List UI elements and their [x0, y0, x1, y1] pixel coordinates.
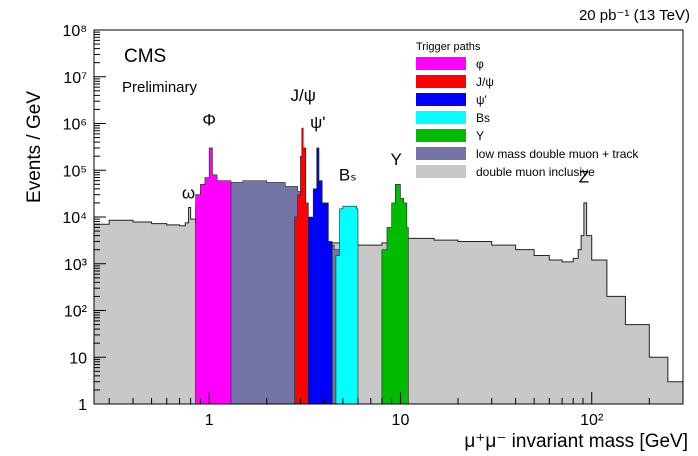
- y-tick-label: 1: [78, 397, 87, 414]
- status-label: Preliminary: [122, 79, 198, 96]
- legend-swatch: [416, 75, 466, 88]
- peak-annotations: ω Φ J/ψ ψ' Bₛ Υ Z: [182, 86, 589, 202]
- peak-label: Φ: [202, 111, 216, 130]
- y-tick-label: 10²: [64, 304, 88, 321]
- y-tick-label: 10⁵: [63, 163, 87, 180]
- axis-ticks: 1 10 10² 10³ 10⁴ 10⁵ 10⁶ 10⁷ 10⁸ 1 10 10²: [62, 23, 684, 429]
- y-tick-label: 10⁶: [63, 117, 87, 134]
- legend-label: φ: [476, 57, 484, 71]
- legend-swatch: [416, 165, 466, 178]
- x-tick-label: 10: [392, 412, 410, 429]
- peak-label: ψ': [310, 113, 325, 132]
- legend-swatch: [416, 111, 466, 124]
- y-axis-label: Events / GeV: [24, 91, 45, 203]
- legend-label: J/ψ: [476, 75, 494, 89]
- peak-label: J/ψ: [290, 86, 315, 105]
- y-tick-label: 10⁷: [63, 70, 87, 87]
- series-bs: [335, 205, 359, 405]
- x-axis-label: μ⁺μ⁻ invariant mass [GeV]: [464, 431, 688, 452]
- legend-swatch: [416, 147, 466, 160]
- peak-label: Bₛ: [339, 166, 357, 185]
- experiment-label: CMS: [124, 46, 166, 67]
- legend-swatch: [416, 93, 466, 106]
- legend-label: low mass double muon + track: [476, 147, 639, 161]
- y-tick-label: 10⁸: [62, 23, 87, 40]
- y-tick-label: 10⁴: [62, 210, 87, 227]
- legend-label: Bs: [476, 111, 490, 125]
- legend-label: Υ: [476, 129, 484, 143]
- series-phi: [195, 147, 232, 405]
- legend-swatch: [416, 129, 466, 142]
- legend-label: double muon inclusive: [476, 165, 595, 179]
- lumi-label: 20 pb⁻¹ (13 TeV): [579, 7, 690, 24]
- peak-label: Z: [579, 167, 589, 186]
- legend-label: ψ': [476, 93, 487, 107]
- series-jpsi: [294, 127, 309, 405]
- peak-label: ω: [182, 183, 195, 202]
- y-tick-label: 10³: [64, 257, 88, 274]
- series-psi-prime: [308, 147, 333, 405]
- legend-swatch: [416, 57, 466, 70]
- peak-label: Υ: [391, 150, 402, 169]
- y-tick-label: 10: [69, 350, 87, 367]
- legend-title: Trigger paths: [416, 41, 481, 53]
- series-upsilon: [381, 184, 409, 405]
- x-tick-label: 1: [205, 412, 214, 429]
- x-tick-label: 10²: [580, 412, 604, 429]
- series-layer: [93, 127, 684, 405]
